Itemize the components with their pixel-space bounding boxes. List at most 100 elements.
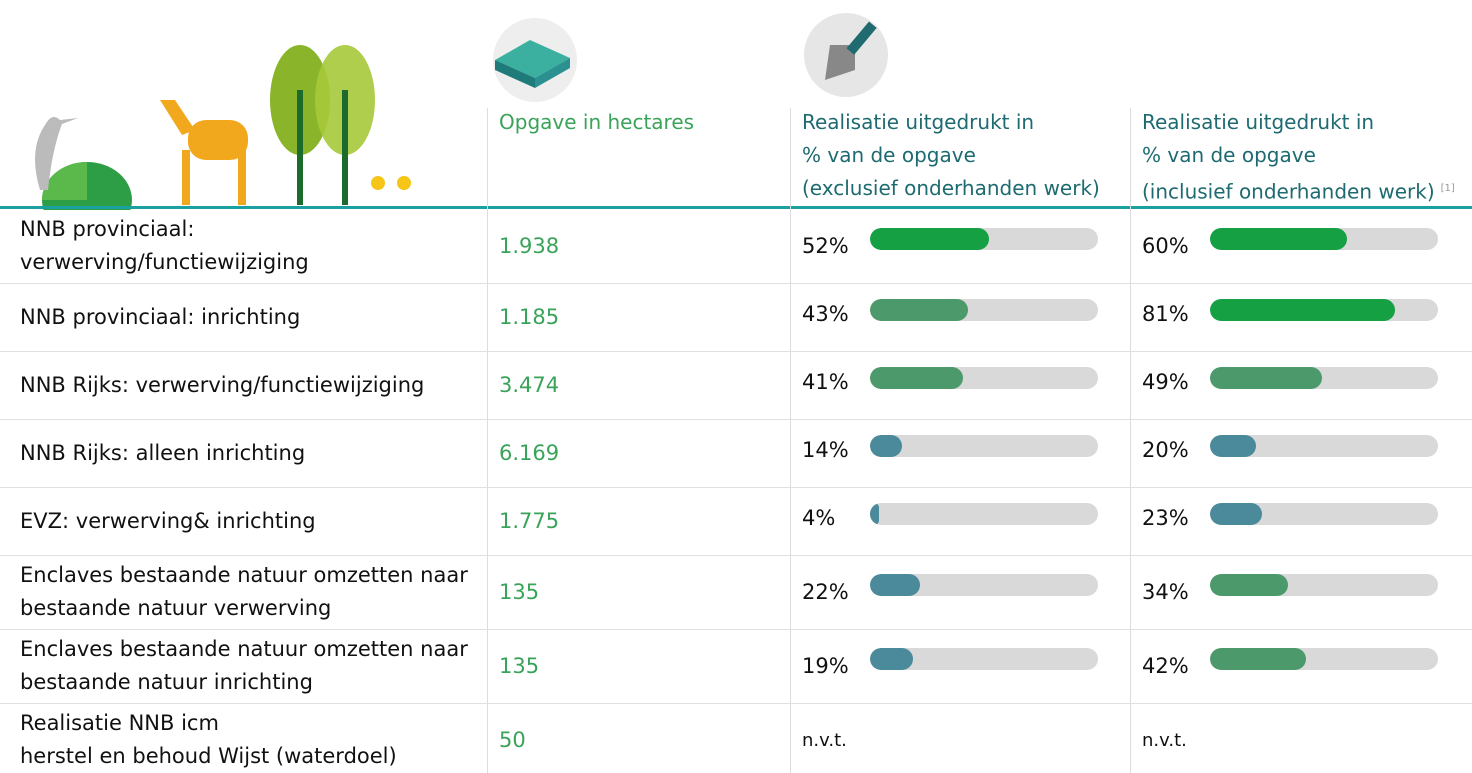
bar-track — [1210, 299, 1438, 321]
row-label: Enclaves bestaande natuur omzetten naar b… — [20, 555, 480, 629]
bar-track — [870, 648, 1098, 670]
column-divider — [487, 108, 488, 773]
percent: 43% — [802, 283, 849, 351]
percent-label: 81% — [1142, 298, 1189, 331]
percent: 22% — [802, 555, 849, 629]
bar-track — [1210, 228, 1438, 250]
percent-label: 19% — [802, 650, 849, 683]
hectares-value: 50 — [499, 724, 526, 757]
bar-fill — [1210, 435, 1256, 457]
hectares-value: 1.938 — [499, 230, 559, 263]
label-line: NNB Rijks: alleen inrichting — [20, 441, 305, 465]
percent: 60% — [1142, 209, 1189, 283]
percent: n.v.t. — [1142, 703, 1187, 773]
row-label: NNB Rijks: verwerving/functiewijziging — [20, 351, 480, 419]
bar-track — [1210, 367, 1438, 389]
bar-fill — [1210, 367, 1322, 389]
row-label: Realisatie NNB icm herstel en behoud Wijs… — [20, 703, 480, 773]
percent-label: 41% — [802, 366, 849, 399]
percent: 23% — [1142, 487, 1189, 555]
percent-label: 22% — [802, 576, 849, 609]
percent: 42% — [1142, 629, 1189, 703]
bar-fill — [1210, 299, 1395, 321]
row-label: NNB Rijks: alleen inrichting — [20, 419, 480, 487]
hectares: 135 — [499, 555, 539, 629]
page: Opgave in hectares Realisatie uitgedrukt … — [0, 0, 1472, 773]
percent-label: 52% — [802, 230, 849, 263]
percent-label: 49% — [1142, 366, 1189, 399]
bar-track — [870, 367, 1098, 389]
column-divider — [790, 108, 791, 773]
footnote: [1] — [1441, 183, 1455, 194]
label-line: NNB provinciaal: — [20, 217, 194, 241]
hectares-value: 135 — [499, 650, 539, 683]
hectares-value: 6.169 — [499, 437, 559, 470]
bar-track — [1210, 574, 1438, 596]
bar-track — [1210, 503, 1438, 525]
label-line: NNB provinciaal: inrichting — [20, 305, 300, 329]
header-line: % van de opgave — [802, 143, 976, 167]
label-line: Realisatie NNB icm — [20, 711, 219, 735]
label-line: Enclaves bestaande natuur omzetten naar — [20, 637, 468, 661]
percent: 52% — [802, 209, 849, 283]
percent: 34% — [1142, 555, 1189, 629]
bar-fill — [1210, 574, 1288, 596]
bar-fill — [870, 228, 989, 250]
not-applicable: n.v.t. — [802, 724, 847, 757]
percent-label: 14% — [802, 434, 849, 467]
hectares: 3.474 — [499, 351, 559, 419]
hectares-value: 3.474 — [499, 369, 559, 402]
bar-track — [870, 574, 1098, 596]
percent: 20% — [1142, 419, 1189, 487]
row-label: EVZ: verwerving& inrichting — [20, 487, 480, 555]
percent: 49% — [1142, 351, 1189, 419]
header-line: Opgave in hectares — [499, 110, 694, 134]
bar-fill — [1210, 648, 1306, 670]
percent-label: 60% — [1142, 230, 1189, 263]
bar-fill — [1210, 228, 1347, 250]
bar-track — [870, 228, 1098, 250]
percent: 14% — [802, 419, 849, 487]
row-label: NNB provinciaal: inrichting — [20, 283, 480, 351]
label-line: Enclaves bestaande natuur omzetten naar — [20, 563, 468, 587]
header-line: Realisatie uitgedrukt in — [1142, 110, 1374, 134]
label-line: NNB Rijks: verwerving/functiewijziging — [20, 373, 424, 397]
bar-track — [1210, 648, 1438, 670]
hectares: 50 — [499, 703, 526, 773]
bar-track — [870, 435, 1098, 457]
percent: n.v.t. — [802, 703, 847, 773]
percent-label: 4% — [802, 502, 835, 535]
label-line: bestaande natuur verwerving — [20, 596, 331, 620]
percent-label: 20% — [1142, 434, 1189, 467]
percent: 4% — [802, 487, 835, 555]
percent-label: 42% — [1142, 650, 1189, 683]
hectares: 1.775 — [499, 487, 559, 555]
column-header: Realisatie uitgedrukt in% van de opgave(… — [1142, 106, 1455, 209]
bar-fill — [1210, 503, 1262, 525]
bar-fill — [870, 503, 879, 525]
percent-label: 43% — [802, 298, 849, 331]
label-line: herstel en behoud Wijst (waterdoel) — [20, 744, 397, 768]
percent-label: 34% — [1142, 576, 1189, 609]
label-line: verwerving/functiewijziging — [20, 250, 309, 274]
hectares-value: 1.185 — [499, 301, 559, 334]
hectares-value: 135 — [499, 576, 539, 609]
percent: 19% — [802, 629, 849, 703]
bar-fill — [870, 367, 963, 389]
header-line: (exclusief onderhanden werk) — [802, 176, 1100, 200]
percent: 81% — [1142, 283, 1189, 351]
column-header: Realisatie uitgedrukt in % van de opgave (… — [802, 106, 1100, 205]
header-line: Realisatie uitgedrukt in — [802, 110, 1034, 134]
bar-track — [1210, 435, 1438, 457]
bar-fill — [870, 648, 913, 670]
label-line: EVZ: verwerving& inrichting — [20, 509, 316, 533]
hectares-value: 1.775 — [499, 505, 559, 538]
bar-track — [870, 299, 1098, 321]
bar-track — [870, 503, 1098, 525]
header-line: (inclusief onderhanden werk) — [1142, 180, 1435, 204]
bar-fill — [870, 299, 968, 321]
hectares: 6.169 — [499, 419, 559, 487]
hectares: 135 — [499, 629, 539, 703]
percent: 41% — [802, 351, 849, 419]
